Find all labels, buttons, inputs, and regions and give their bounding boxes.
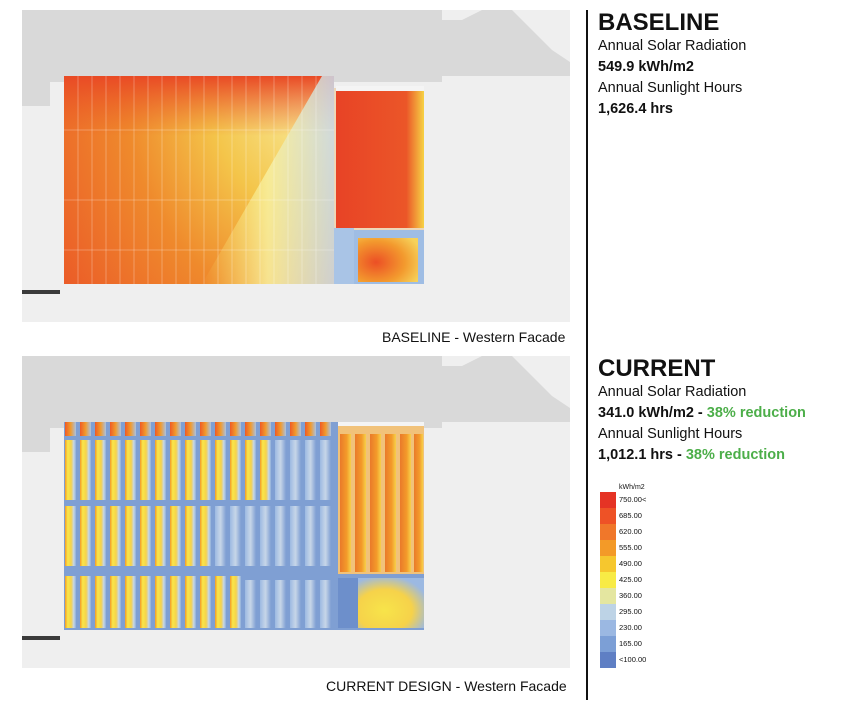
current-sunlight-row: 1,012.1 hrs - 38% reduction bbox=[598, 445, 842, 466]
current-sunlight-value: 1,012.1 hrs - bbox=[598, 447, 686, 463]
baseline-radiation-label: Annual Solar Radiation bbox=[598, 38, 747, 54]
legend-label: 230.00 bbox=[619, 623, 642, 632]
legend-swatch bbox=[600, 604, 616, 620]
legend-swatch bbox=[600, 620, 616, 636]
current-facade-panel bbox=[22, 356, 570, 668]
legend-unit: kWh/m2 bbox=[619, 484, 645, 491]
baseline-facade-diagram bbox=[22, 10, 570, 322]
current-radiation-label: Annual Solar Radiation bbox=[598, 384, 747, 400]
legend-swatch bbox=[600, 508, 616, 524]
legend-swatch bbox=[600, 652, 616, 668]
vertical-divider bbox=[586, 10, 588, 700]
current-info: CURRENT Annual Solar Radiation 341.0 kWh… bbox=[598, 356, 842, 466]
legend-label: 425.00 bbox=[619, 575, 642, 584]
legend-swatch bbox=[600, 636, 616, 652]
current-title: CURRENT bbox=[598, 355, 716, 382]
baseline-facade-panel bbox=[22, 10, 570, 322]
baseline-info: BASELINE Annual Solar Radiation 549.9 kW… bbox=[598, 10, 842, 120]
current-radiation-reduction: 38% reduction bbox=[706, 405, 806, 421]
legend-swatch bbox=[600, 588, 616, 604]
legend-swatch bbox=[600, 492, 616, 508]
legend-label: 490.00 bbox=[619, 559, 642, 568]
legend-label: 620.00 bbox=[619, 527, 642, 536]
baseline-radiation-value: 549.9 kWh/m2 bbox=[598, 59, 694, 75]
current-radiation-row: 341.0 kWh/m2 - 38% reduction bbox=[598, 403, 842, 424]
current-sunlight-reduction: 38% reduction bbox=[685, 447, 785, 463]
legend-label: 295.00 bbox=[619, 607, 642, 616]
legend-label: 360.00 bbox=[619, 591, 642, 600]
baseline-title: BASELINE bbox=[598, 9, 720, 36]
legend-swatch bbox=[600, 540, 616, 556]
baseline-sunlight-value: 1,626.4 hrs bbox=[598, 101, 673, 117]
current-radiation-value: 341.0 kWh/m2 - bbox=[598, 405, 707, 421]
legend-swatch bbox=[600, 524, 616, 540]
legend-label: 750.00< bbox=[619, 495, 647, 504]
legend-swatch bbox=[600, 556, 616, 572]
legend-label: 165.00 bbox=[619, 639, 642, 648]
current-sunlight-label: Annual Sunlight Hours bbox=[598, 426, 743, 442]
baseline-caption: BASELINE - Western Facade bbox=[382, 329, 566, 345]
legend-label: <100.00 bbox=[619, 655, 647, 664]
current-facade-diagram bbox=[22, 356, 570, 668]
baseline-sunlight-label: Annual Sunlight Hours bbox=[598, 80, 743, 96]
legend-label: 555.00 bbox=[619, 543, 642, 552]
legend-label: 685.00 bbox=[619, 511, 642, 520]
current-caption: CURRENT DESIGN - Western Facade bbox=[326, 678, 567, 694]
legend-swatch bbox=[600, 572, 616, 588]
